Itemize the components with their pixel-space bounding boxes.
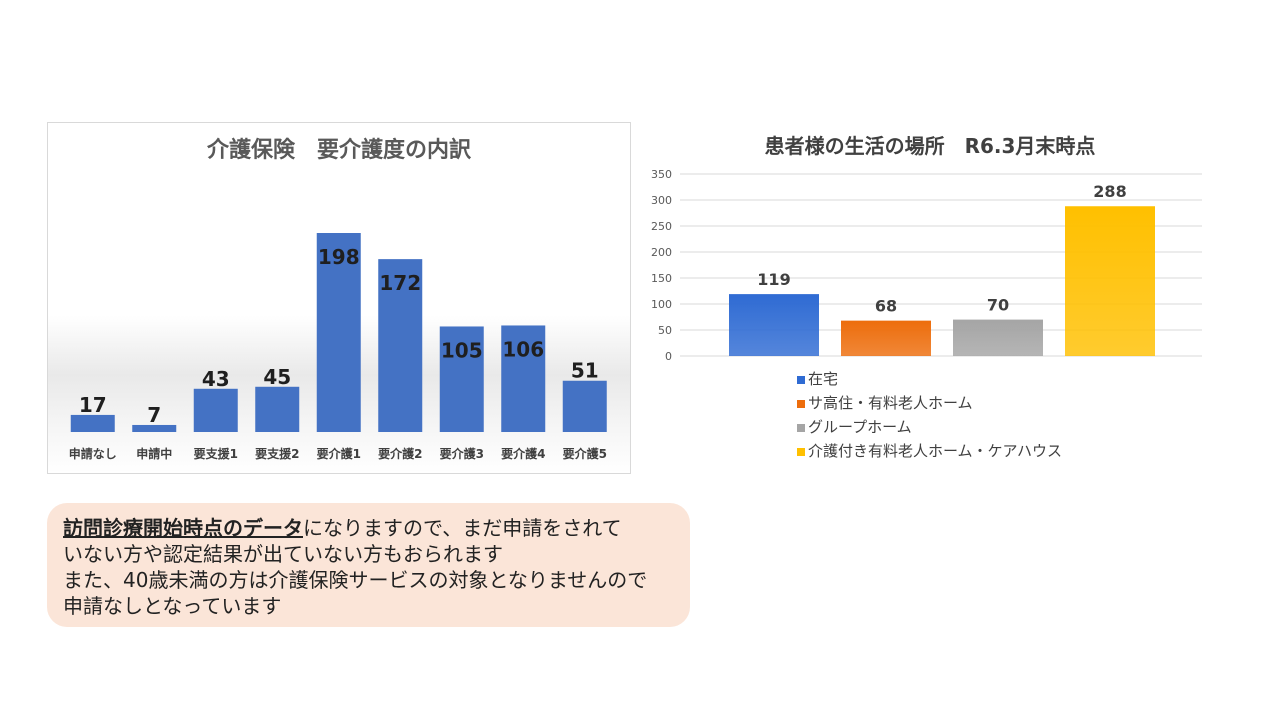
- category-label: 要支援1: [194, 446, 238, 461]
- bar: [193, 388, 238, 432]
- chart-title: 患者様の生活の場所 R6.3月末時点: [765, 134, 1096, 158]
- chart-title: 介護保険 要介護度の内訳: [206, 137, 472, 163]
- bar: [378, 259, 423, 432]
- legend-swatch: [797, 448, 805, 456]
- data-label: 17: [79, 393, 107, 417]
- data-label: 172: [379, 271, 421, 295]
- legend-label: 在宅: [808, 370, 838, 388]
- care-level-chart: 介護保険 要介護度の内訳 17 申請なし 7 申請中 43 要支援1 45 要支援2 198 要介…: [47, 122, 631, 474]
- note-emphasis: 訪問診療開始時点のデータ: [63, 516, 303, 540]
- bar: [132, 424, 177, 432]
- data-label: 43: [202, 367, 230, 391]
- data-label: 106: [502, 337, 544, 361]
- category-label: 申請中: [136, 446, 172, 461]
- care-level-chart-svg: 介護保険 要介護度の内訳 17 申請なし 7 申請中 43 要支援1 45 要支援2 198 要介…: [69, 137, 607, 461]
- data-label: 51: [571, 359, 599, 383]
- bar: [729, 294, 819, 356]
- legend-swatch: [797, 376, 805, 384]
- category-label: 要介護4: [501, 446, 545, 461]
- category-label: 要介護2: [378, 446, 422, 461]
- y-tick-label: 300: [651, 194, 672, 207]
- data-label: 68: [875, 297, 897, 316]
- legend-label: 介護付き有料老人ホーム・ケアハウス: [808, 442, 1062, 460]
- data-label: 7: [147, 403, 161, 427]
- category-label: 要介護5: [563, 446, 607, 461]
- legend-label: サ高住・有料老人ホーム: [808, 394, 973, 412]
- data-label: 105: [441, 338, 483, 362]
- category-label: 要介護3: [440, 446, 484, 461]
- data-note: 訪問診療開始時点のデータになりますので、まだ申請をされて いない方や認定結果が出…: [47, 503, 690, 627]
- note-line-1: 訪問診療開始時点のデータになりますので、まだ申請をされて: [63, 515, 674, 541]
- category-label: 要介護1: [317, 446, 361, 461]
- note-line-1-rest: になりますので、まだ申請をされて: [303, 516, 622, 540]
- y-tick-label: 150: [651, 272, 672, 285]
- bar: [316, 233, 361, 432]
- living-place-chart: 患者様の生活の場所 R6.3月末時点 0 50 100 150 200 250 300 350…: [640, 122, 1220, 482]
- y-tick-label: 100: [651, 298, 672, 311]
- bar: [255, 386, 300, 432]
- y-tick-label: 200: [651, 246, 672, 259]
- note-line-2: いない方や認定結果が出ていない方もおられます: [63, 542, 503, 566]
- bar: [501, 325, 546, 432]
- data-label: 119: [757, 270, 790, 289]
- category-label: 要支援2: [255, 446, 299, 461]
- data-label: 288: [1093, 182, 1126, 201]
- y-tick-label: 250: [651, 220, 672, 233]
- bar: [841, 320, 931, 356]
- y-tick-label: 350: [651, 168, 672, 181]
- bar: [70, 414, 115, 432]
- living-place-chart-svg: 患者様の生活の場所 R6.3月末時点 0 50 100 150 200 250 300 350…: [651, 134, 1202, 460]
- category-label: 申請なし: [69, 446, 117, 461]
- bar: [439, 326, 484, 432]
- legend-swatch: [797, 424, 805, 432]
- note-line-3: また、40歳未満の方は介護保険サービスの対象となりませんので: [63, 568, 648, 592]
- data-label: 45: [263, 365, 291, 389]
- y-tick-label: 0: [665, 350, 672, 363]
- y-tick-label: 50: [658, 324, 672, 337]
- bar: [1065, 206, 1155, 356]
- data-label: 198: [318, 245, 360, 269]
- data-label: 70: [987, 296, 1009, 315]
- bar: [562, 380, 607, 432]
- legend-label: グループホーム: [808, 418, 912, 436]
- bar: [953, 319, 1043, 356]
- legend-swatch: [797, 400, 805, 408]
- note-line-4: 申請なしとなっています: [63, 594, 282, 618]
